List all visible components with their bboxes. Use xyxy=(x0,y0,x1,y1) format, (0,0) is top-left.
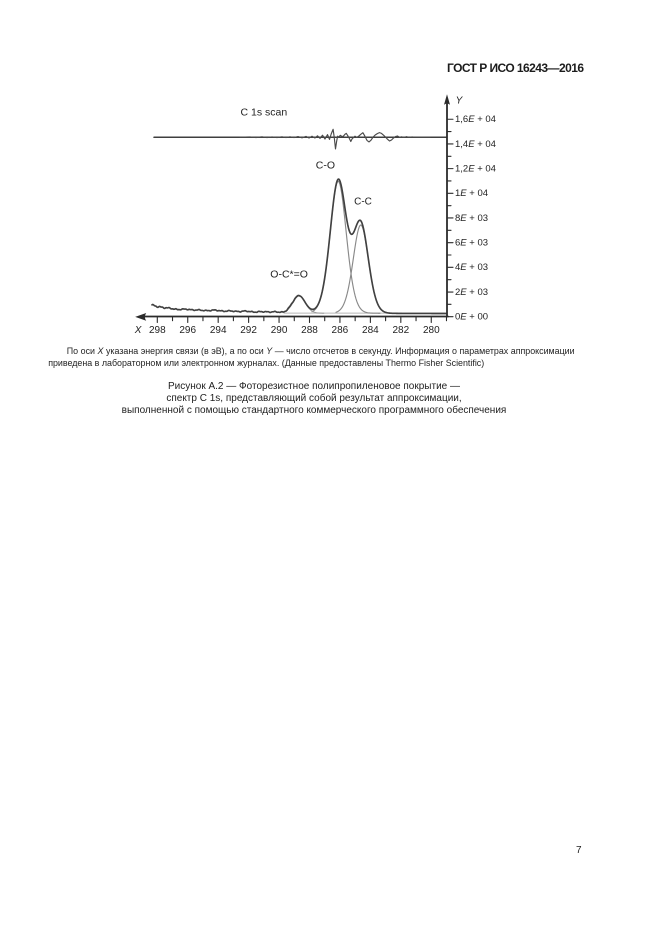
svg-text:6E + 03: 6E + 03 xyxy=(455,238,488,249)
svg-text:284: 284 xyxy=(362,325,379,336)
svg-text:292: 292 xyxy=(240,325,257,336)
svg-text:8E + 03: 8E + 03 xyxy=(455,213,488,224)
svg-text:1E + 04: 1E + 04 xyxy=(455,188,488,199)
svg-text:286: 286 xyxy=(332,325,349,336)
svg-text:C-O: C-O xyxy=(316,159,335,171)
svg-text:290: 290 xyxy=(271,325,288,336)
svg-text:X: X xyxy=(134,325,142,336)
svg-text:1,2E + 04: 1,2E + 04 xyxy=(455,164,496,175)
svg-text:1,4E + 04: 1,4E + 04 xyxy=(455,139,496,150)
svg-text:1,6E + 04: 1,6E + 04 xyxy=(455,114,496,125)
svg-text:2E + 03: 2E + 03 xyxy=(455,287,488,298)
svg-text:O-C*=O: O-C*=O xyxy=(270,268,308,280)
svg-text:4E + 03: 4E + 03 xyxy=(455,262,488,273)
svg-text:298: 298 xyxy=(149,325,166,336)
svg-text:C-C: C-C xyxy=(354,196,372,207)
svg-text:296: 296 xyxy=(179,325,196,336)
svg-text:282: 282 xyxy=(392,325,409,336)
svg-text:0E + 00: 0E + 00 xyxy=(455,312,488,323)
svg-text:288: 288 xyxy=(301,325,318,336)
svg-text:280: 280 xyxy=(423,325,440,336)
svg-text:Y: Y xyxy=(456,95,464,106)
svg-text:C 1s scan: C 1s scan xyxy=(241,106,288,118)
svg-text:294: 294 xyxy=(210,325,227,336)
